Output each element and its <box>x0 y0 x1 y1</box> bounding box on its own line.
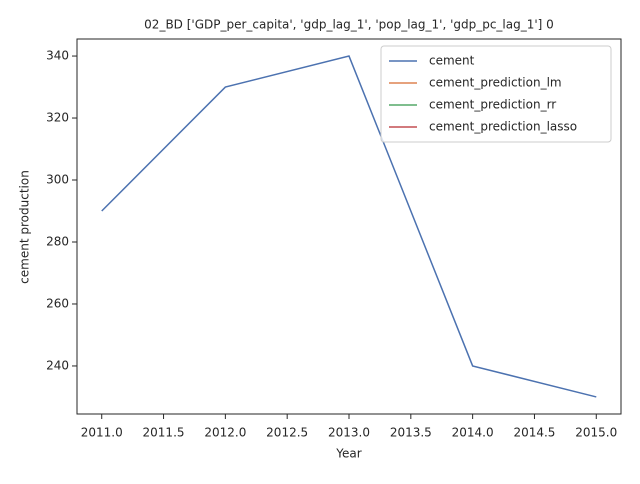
chart-title: 02_BD ['GDP_per_capita', 'gdp_lag_1', 'p… <box>144 18 554 32</box>
plot-frame <box>76 38 622 415</box>
x-tick-label: 2011.5 <box>143 426 185 440</box>
y-tick-label: 320 <box>46 111 69 125</box>
legend-label: cement_prediction_lasso <box>429 120 577 134</box>
legend-label: cement_prediction_rr <box>429 98 556 112</box>
y-axis-label: cement production <box>18 170 32 284</box>
legend-box <box>380 45 612 143</box>
y-tick-label: 280 <box>46 234 69 248</box>
legend-label: cement_prediction_lm <box>429 76 562 90</box>
x-tick-label: 2013.5 <box>390 426 432 440</box>
y-tick-label: 340 <box>46 49 69 63</box>
x-tick-label: 2012.5 <box>266 426 308 440</box>
x-tick-label: 2013.0 <box>328 426 370 440</box>
y-tick-label: 240 <box>46 358 69 372</box>
x-tick-label: 2012.0 <box>204 426 246 440</box>
y-tick-label: 260 <box>46 296 69 310</box>
x-tick-label: 2014.0 <box>452 426 494 440</box>
legend-label: cement <box>429 54 475 68</box>
x-tick-label: 2011.0 <box>81 426 123 440</box>
data-line <box>101 55 597 398</box>
y-tick-label: 300 <box>46 173 69 187</box>
x-tick-label: 2014.5 <box>513 426 555 440</box>
x-tick-label: 2015.0 <box>575 426 617 440</box>
x-axis-label: Year <box>335 447 361 461</box>
